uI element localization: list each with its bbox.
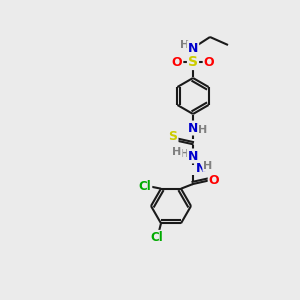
Text: Cl: Cl <box>151 231 164 244</box>
Text: N: N <box>188 122 198 134</box>
Text: H: H <box>180 40 190 50</box>
Text: S: S <box>169 130 178 142</box>
Text: O: O <box>172 56 182 68</box>
Text: N: N <box>188 149 198 163</box>
Text: H: H <box>203 161 213 171</box>
Text: H: H <box>198 125 208 135</box>
Text: S: S <box>188 55 198 69</box>
Text: O: O <box>209 173 219 187</box>
Text: Cl: Cl <box>139 180 152 193</box>
Text: N: N <box>188 41 198 55</box>
Text: N: N <box>196 161 206 175</box>
Text: H: H <box>180 149 190 159</box>
Text: O: O <box>204 56 214 68</box>
Text: H: H <box>172 147 182 157</box>
